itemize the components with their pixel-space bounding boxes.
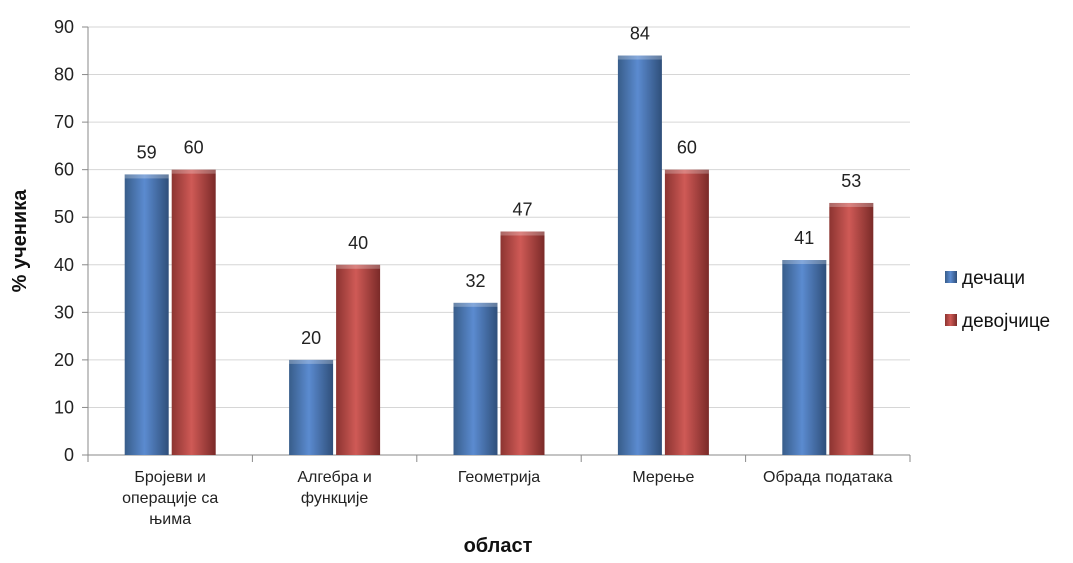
data-label: 60 bbox=[677, 138, 697, 158]
labels: 0 10 20 30 40 50 60 70 80 90 59 60 Бројеви и операциј… bbox=[54, 17, 893, 528]
bar-top-highlight bbox=[617, 55, 662, 60]
bar-girls bbox=[664, 169, 709, 455]
y-tick-label: 30 bbox=[54, 302, 74, 322]
bar-boys bbox=[289, 359, 334, 455]
bar-girls bbox=[171, 169, 216, 455]
legend-label-boys: дечаци bbox=[962, 268, 1025, 289]
data-label: 59 bbox=[137, 142, 157, 162]
y-tick-label: 80 bbox=[54, 65, 74, 85]
y-axis-title: % ученика bbox=[9, 189, 31, 293]
bar-boys bbox=[124, 174, 169, 455]
bar-top-highlight bbox=[453, 302, 498, 307]
category-label: Обрада података bbox=[763, 469, 893, 486]
bar-top-highlight bbox=[171, 169, 216, 174]
data-label: 47 bbox=[512, 199, 532, 219]
y-tick-label: 40 bbox=[54, 255, 74, 275]
y-tick-label: 10 bbox=[54, 397, 74, 417]
bar-top-highlight bbox=[124, 174, 169, 179]
bar-top-highlight bbox=[500, 231, 545, 236]
bar-boys bbox=[782, 260, 827, 455]
y-tick-label: 60 bbox=[54, 160, 74, 180]
category-label: Бројеви и операције са њима bbox=[122, 469, 218, 528]
bar-top-highlight bbox=[782, 260, 827, 265]
bar-girls bbox=[500, 231, 545, 455]
bar-top-highlight bbox=[664, 169, 709, 174]
x-axis-title: област bbox=[464, 535, 533, 557]
data-label: 41 bbox=[794, 228, 814, 248]
y-tick-label: 50 bbox=[54, 207, 74, 227]
grid bbox=[82, 26, 911, 462]
bars bbox=[124, 55, 874, 456]
category-label: Геометрија bbox=[458, 469, 540, 486]
category-label: Алгебра и функције bbox=[297, 469, 372, 507]
bar-girls bbox=[829, 202, 874, 455]
legend-swatch-girls bbox=[945, 314, 957, 326]
legend-label-girls: девојчице bbox=[962, 311, 1050, 332]
bar-boys bbox=[453, 302, 498, 455]
bar-top-highlight bbox=[289, 359, 334, 364]
y-tick-label: 90 bbox=[54, 17, 74, 37]
data-label: 40 bbox=[348, 233, 368, 253]
data-label: 32 bbox=[465, 271, 485, 291]
data-label: 20 bbox=[301, 328, 321, 348]
bar-top-highlight bbox=[829, 202, 874, 207]
y-tick-label: 0 bbox=[64, 445, 74, 465]
legend-swatch-boys bbox=[945, 271, 957, 283]
category-label: Мерење bbox=[632, 469, 694, 486]
bar-top-highlight bbox=[336, 264, 381, 269]
bar-girls bbox=[336, 264, 381, 455]
bar-boys bbox=[617, 55, 662, 456]
legend: дечаци девојчице bbox=[945, 268, 1050, 332]
data-label: 60 bbox=[184, 138, 204, 158]
data-label: 84 bbox=[630, 24, 650, 44]
y-tick-label: 20 bbox=[54, 350, 74, 370]
data-label: 53 bbox=[841, 171, 861, 191]
y-tick-label: 70 bbox=[54, 112, 74, 132]
